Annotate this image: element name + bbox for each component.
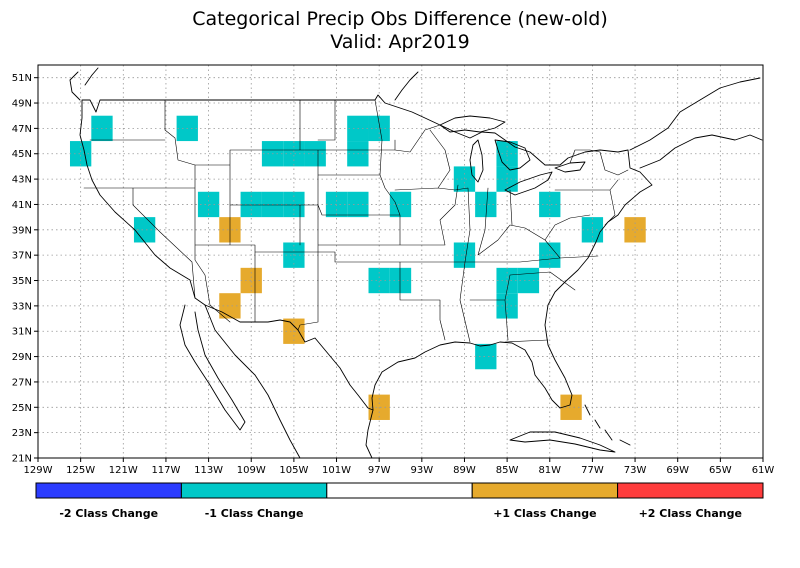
data-cell (624, 217, 646, 243)
baja-california (179, 304, 246, 431)
cuba (509, 431, 616, 453)
x-tick-label: 69W (666, 465, 689, 476)
data-cells (69, 115, 646, 420)
y-tick-label: 45N (12, 149, 32, 160)
x-tick-label: 93W (411, 465, 434, 476)
legend-swatch (471, 482, 619, 499)
y-tick-label: 23N (12, 428, 32, 439)
data-cell (325, 191, 348, 218)
x-tick-label: 109W (237, 465, 266, 476)
y-tick-label: 51N (12, 73, 32, 84)
y-tick-label: 39N (12, 225, 32, 236)
legend-swatch (35, 482, 182, 499)
data-cell (304, 141, 326, 167)
data-cell (475, 343, 497, 370)
data-cell (539, 191, 561, 218)
data-cell (560, 394, 582, 420)
data-cell (240, 267, 262, 294)
data-cell (389, 191, 412, 218)
y-tick-label: 29N (12, 352, 32, 363)
data-cell (240, 191, 262, 218)
x-tick-label: 129W (24, 465, 53, 476)
x-tick-label: 101W (322, 465, 351, 476)
lake-erie (504, 171, 553, 196)
x-tick-label: 117W (151, 465, 180, 476)
y-tick-label: 21N (12, 454, 32, 465)
y-tick-label: 31N (12, 327, 32, 338)
grid-lines (38, 65, 763, 458)
y-tick-labels: 21N 23N 25N 27N 29N 31N 33N 35N 37N 39N 41N 43N 45N 4… (12, 73, 38, 465)
data-cell (283, 141, 305, 167)
lake-michigan (469, 139, 484, 183)
canada-east-coast (629, 77, 763, 169)
x-tick-label: 73W (624, 465, 647, 476)
data-cell (368, 267, 390, 294)
data-cell (133, 217, 156, 243)
x-tick-label: 81W (538, 465, 561, 476)
x-tick-labels: 129W 125W 121W 117W 113W 109W 105W 101W 97W 93W 89… (24, 458, 775, 476)
y-tick-label: 35N (12, 276, 32, 287)
legend-label: +2 Class Change (639, 507, 742, 520)
x-tick-label: 89W (453, 465, 476, 476)
data-cell (453, 166, 476, 192)
y-tick-label: 47N (12, 124, 32, 135)
y-tick-label: 25N (12, 403, 32, 414)
x-tick-label: 113W (194, 465, 223, 476)
legend-swatch (326, 482, 473, 499)
chart-title: Categorical Precip Obs Difference (new-o… (192, 8, 608, 30)
mexico-gulf-coast (365, 409, 374, 459)
data-cell (389, 267, 412, 294)
lake-huron (494, 139, 531, 171)
plot-border (37, 64, 764, 459)
y-tick-label: 33N (12, 301, 32, 312)
lake-superior (439, 115, 506, 133)
hudson-coast (394, 71, 419, 101)
legend: -2 Class Change -1 Class Change +1 Class C… (35, 482, 764, 520)
y-tick-label: 41N (12, 200, 32, 211)
legend-swatch (617, 482, 764, 499)
base-map (69, 67, 763, 459)
x-tick-label: 97W (368, 465, 391, 476)
y-tick-label: 43N (12, 175, 32, 186)
chart-subtitle: Valid: Apr2019 (330, 31, 470, 53)
legend-label: -1 Class Change (205, 507, 304, 520)
data-cell (283, 191, 305, 218)
legend-label: -2 Class Change (59, 507, 158, 520)
x-tick-label: 125W (66, 465, 95, 476)
us-outline (79, 94, 653, 411)
data-cell (197, 191, 220, 218)
x-tick-label: 65W (709, 465, 732, 476)
y-tick-label: 27N (12, 377, 32, 388)
y-tick-label: 49N (12, 99, 32, 110)
state-lines (83, 99, 629, 343)
x-tick-label: 121W (109, 465, 138, 476)
vancouver-island (69, 67, 99, 101)
legend-label: +1 Class Change (493, 507, 596, 520)
legend-swatch (180, 482, 328, 499)
bahamas (584, 404, 631, 446)
x-tick-label: 61W (752, 465, 775, 476)
data-cell (475, 191, 497, 218)
mexico-west-coast (204, 304, 301, 459)
x-tick-label: 85W (496, 465, 519, 476)
data-cell (219, 293, 241, 319)
lake-ontario (554, 161, 586, 173)
plot-frame (37, 64, 764, 459)
x-tick-label: 77W (581, 465, 604, 476)
x-tick-label: 105W (279, 465, 308, 476)
y-tick-label: 37N (12, 251, 32, 262)
